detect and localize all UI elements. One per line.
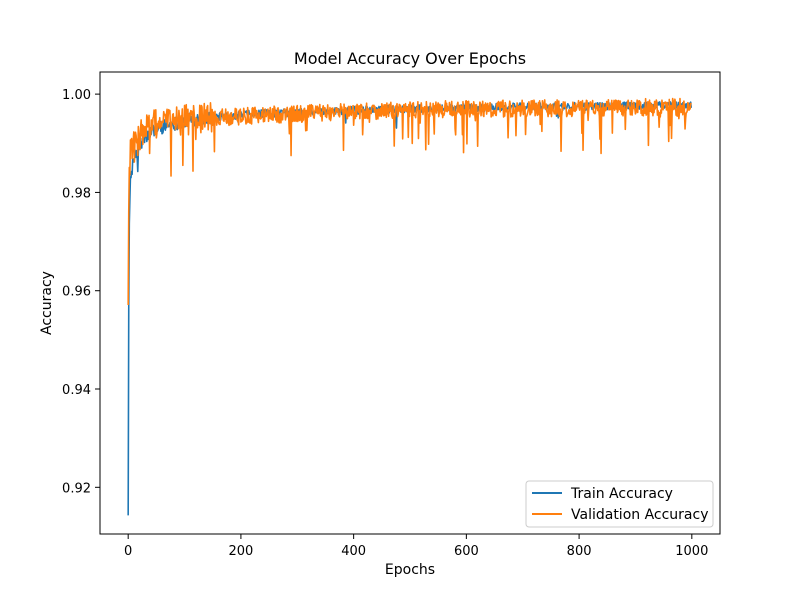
legend-box — [525, 480, 714, 528]
x-tick-label: 1000 — [675, 544, 708, 559]
x-axis-ticks: 0 200 400 600 800 1000 — [124, 534, 708, 559]
x-tick-label: 600 — [454, 544, 479, 559]
series-layer — [127, 97, 693, 516]
x-axis-label: Epochs — [385, 562, 435, 578]
series-line-validation-accuracy — [127, 97, 692, 305]
y-tick-label: 0.98 — [62, 186, 91, 201]
x-tick-label: 800 — [567, 544, 592, 559]
y-tick-label: 1.00 — [62, 88, 91, 103]
plot-area — [100, 72, 720, 534]
y-tick-label: 0.96 — [62, 285, 91, 300]
plot-background — [100, 72, 720, 534]
chart-title: Model Accuracy Over Epochs — [294, 49, 526, 68]
y-tick-label: 0.92 — [62, 481, 91, 496]
y-axis-label: Accuracy — [39, 271, 55, 335]
legend-label-validation: Validation Accuracy — [571, 507, 709, 523]
legend: Train Accuracy Validation Accuracy — [525, 480, 714, 528]
x-tick-label: 200 — [228, 544, 253, 559]
x-tick-label: 0 — [124, 544, 132, 559]
y-axis-ticks: 0.92 0.94 0.96 0.98 1.00 — [62, 88, 100, 496]
y-tick-label: 0.94 — [62, 383, 91, 398]
legend-label-train: Train Accuracy — [570, 486, 673, 502]
plot-frame — [99, 71, 721, 535]
x-tick-label: 400 — [341, 544, 366, 559]
